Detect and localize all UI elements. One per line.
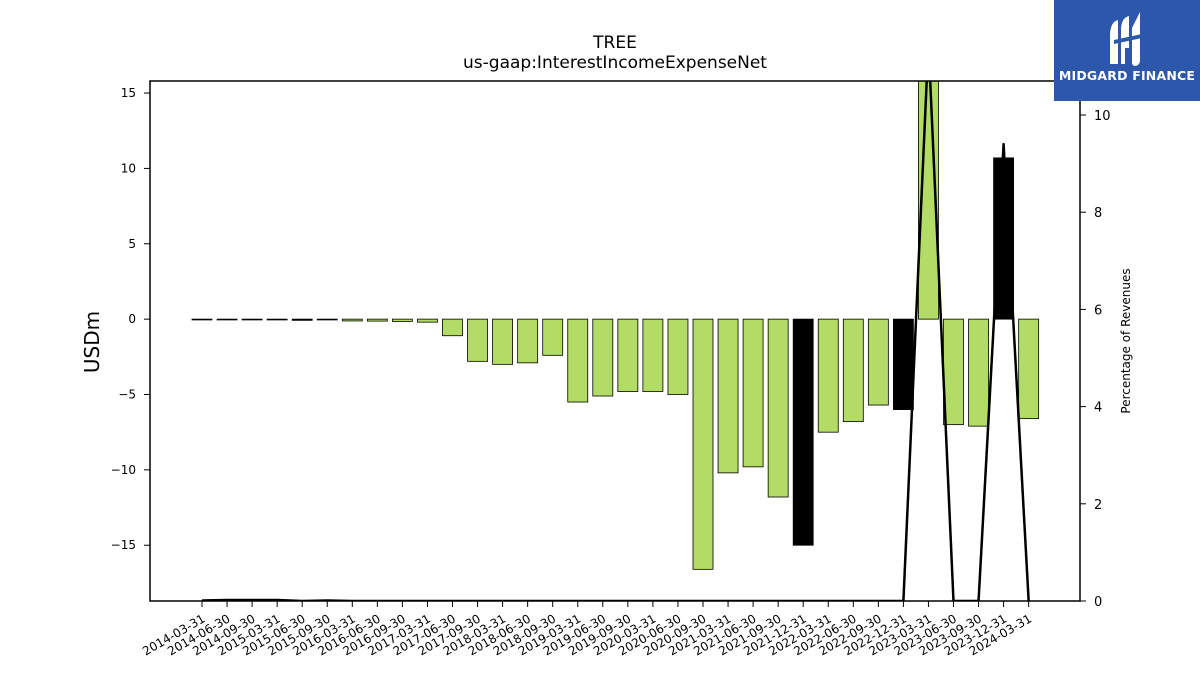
- logo-text: MIDGARD FINANCE: [1058, 68, 1196, 83]
- y-tick-label: −10: [111, 463, 136, 477]
- bar-2022-03-31: [817, 318, 839, 433]
- bar-2018-09-30: [542, 318, 564, 356]
- bar-2022-09-30: [867, 318, 889, 406]
- y-right-tick-label: 0: [1094, 595, 1102, 610]
- bar-2022-12-31: [893, 318, 914, 410]
- y-tick-label: 15: [121, 86, 136, 100]
- bar-2020-09-30: [692, 318, 714, 570]
- midgard-logo-icon: [1110, 12, 1142, 66]
- bar-2019-09-30: [617, 318, 639, 392]
- bar-2019-03-31: [567, 318, 589, 403]
- y-right-tick-label: 4: [1094, 401, 1102, 416]
- y-tick-label: 10: [121, 161, 136, 175]
- bar-2021-12-31: [792, 318, 814, 546]
- y-tick-label: −15: [111, 538, 136, 552]
- bar-2020-03-31: [642, 318, 664, 392]
- y-right-tick-label: 10: [1094, 109, 1111, 124]
- y-tick-label: 0: [128, 312, 136, 326]
- bar-2015-06-30: [291, 318, 313, 321]
- bar-2018-03-31: [492, 318, 514, 365]
- bar-2021-09-30: [767, 318, 789, 498]
- bar-2023-09-30: [968, 318, 989, 427]
- brand-logo: MIDGARD FINANCE: [1054, 0, 1200, 101]
- bar-2017-09-30: [467, 318, 488, 362]
- bar-2014-06-30: [216, 318, 238, 321]
- bar-2021-03-31: [717, 318, 739, 474]
- bar-2014-09-30: [241, 318, 263, 321]
- chart-title: TREE: [593, 33, 637, 53]
- bar-2023-12-31: [993, 157, 1014, 320]
- plot-frame: [149, 80, 1081, 602]
- bar-2023-06-30: [943, 318, 964, 426]
- bar-2020-06-30: [667, 318, 689, 395]
- bar-2017-03-31: [417, 318, 438, 323]
- y-right-tick-label: 6: [1094, 303, 1102, 318]
- y-right-tick-label: 2: [1094, 498, 1102, 513]
- bar-2018-06-30: [517, 318, 539, 364]
- bar-2017-06-30: [442, 318, 463, 337]
- y-tick-label: 5: [128, 237, 136, 251]
- y-tick-label: −5: [118, 388, 136, 402]
- bar-2024-03-31: [1018, 318, 1040, 420]
- bar-2016-09-30: [391, 318, 413, 322]
- y-axis-right-label: Percentage of Revenues: [1119, 268, 1133, 414]
- bar-2019-06-30: [592, 318, 614, 397]
- bar-2014-03-31: [191, 318, 213, 321]
- chart-subtitle: us-gaap:InterestIncomeExpenseNet: [463, 53, 767, 73]
- bar-2016-06-30: [366, 318, 388, 322]
- bar-2016-03-31: [341, 318, 363, 322]
- bar-2015-03-31: [266, 318, 288, 321]
- bar-2022-06-30: [842, 318, 864, 423]
- y-axis-label: USDm: [80, 310, 104, 374]
- y-right-tick-label: 8: [1094, 206, 1102, 221]
- bar-2021-06-30: [742, 318, 764, 468]
- bar-2015-09-30: [316, 318, 338, 321]
